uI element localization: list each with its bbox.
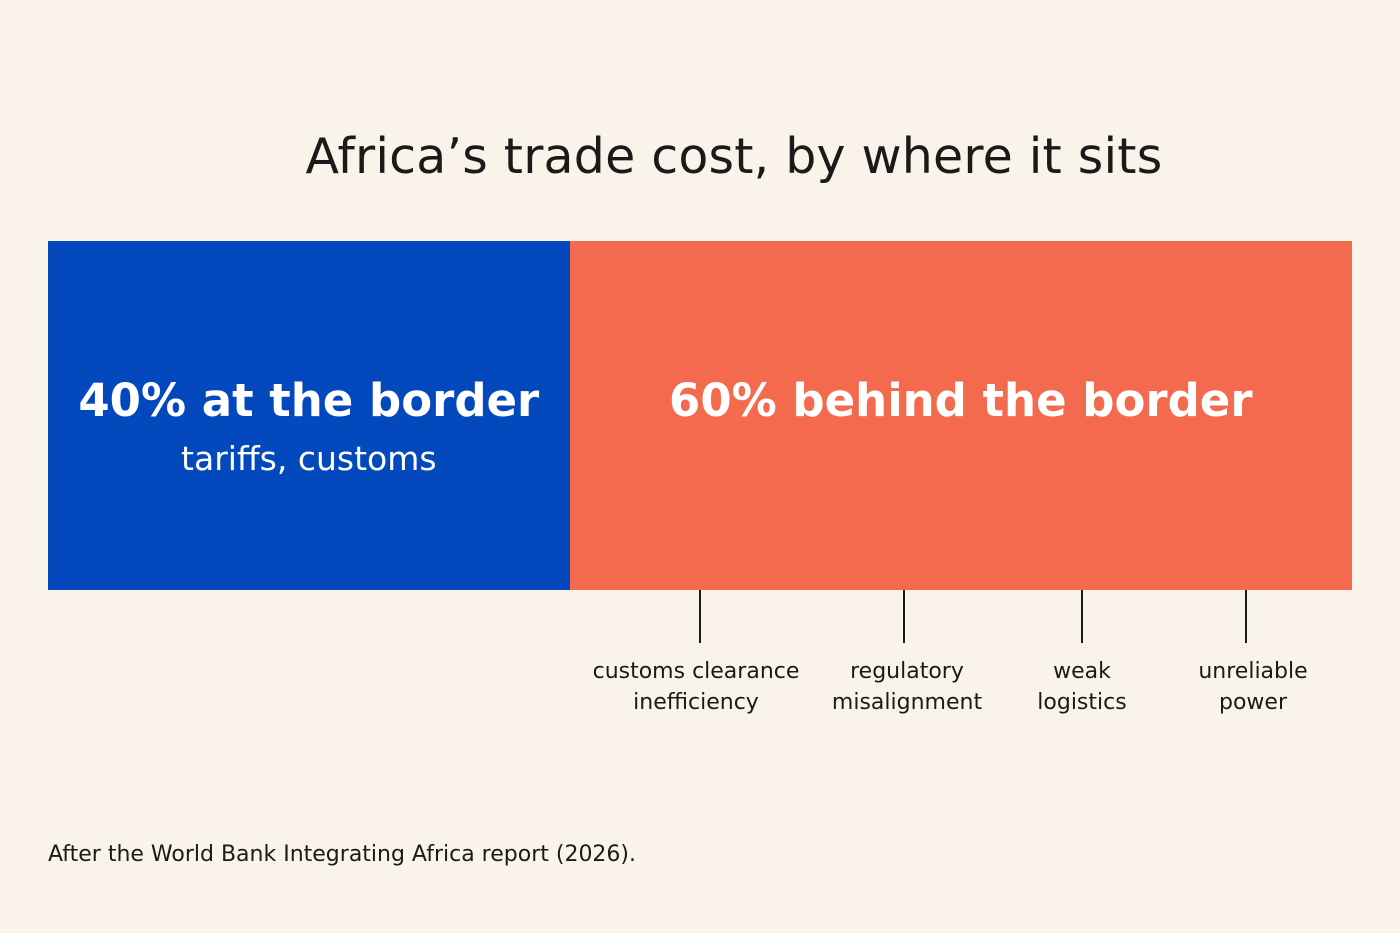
factor-label-line: regulatory bbox=[850, 659, 964, 684]
factor-label-line: logistics bbox=[1037, 690, 1127, 715]
factor-label: customs clearance inefficiency bbox=[586, 656, 806, 718]
factor-tick bbox=[1081, 590, 1083, 643]
factor-label-line: customs clearance bbox=[592, 659, 800, 684]
factor-tick bbox=[699, 590, 701, 643]
factor-label: unreliable power bbox=[1143, 656, 1363, 718]
factor-label-line: power bbox=[1219, 690, 1287, 715]
factor-tick bbox=[1245, 590, 1247, 643]
factor-label-line: weak bbox=[1053, 659, 1111, 684]
bar-segment-1: 60% behind the border bbox=[569, 241, 1352, 590]
source-note: After the World Bank Integrating Africa … bbox=[48, 842, 637, 867]
factor-label-line: inefficiency bbox=[633, 690, 759, 715]
factor-label: weak logistics bbox=[972, 656, 1192, 718]
stacked-bar: 40% at the border tariffs, customs 60% beh… bbox=[48, 241, 1352, 590]
factor-tick bbox=[903, 590, 905, 643]
segment-label: 60% behind the border bbox=[669, 374, 1253, 427]
segment-sublabel: tariffs, customs bbox=[181, 439, 437, 478]
factor-label-line: misalignment bbox=[831, 690, 983, 715]
factor-label: regulatory misalignment bbox=[797, 656, 1017, 718]
segment-label: 40% at the border bbox=[78, 374, 540, 427]
bar-segment-0: 40% at the border tariffs, customs bbox=[48, 241, 570, 590]
chart-title: Africa’s trade cost, by where it sits bbox=[305, 127, 1163, 185]
factor-label-line: unreliable bbox=[1198, 659, 1308, 684]
